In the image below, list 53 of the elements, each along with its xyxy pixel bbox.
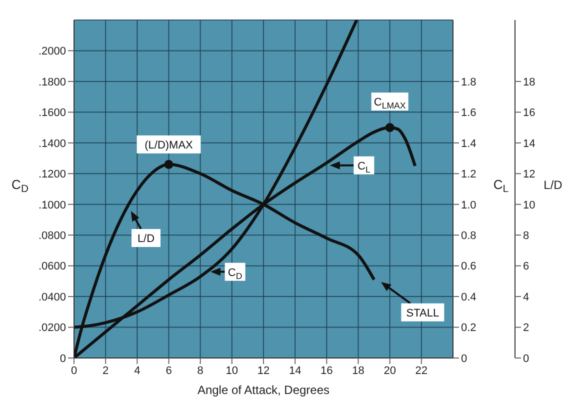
y2-tick-label: 1.8 [461,76,476,88]
y-tick-label: .0400 [38,291,66,304]
x-tick-label: 20 [384,364,396,377]
y-tick-label: .1400 [38,138,66,150]
x-tick-label: 12 [257,364,270,377]
annotation: STALL [406,307,440,320]
x-tick-label: 18 [352,364,364,377]
x-tick-label: 2 [102,364,109,377]
y3-tick-label: 16 [523,107,536,120]
y3-tick-label: 0 [523,352,530,365]
annotation: C$_{LMAX}$ [374,96,406,110]
y2-tick-label: 1.0 [461,199,476,212]
y-tick-label: .2000 [38,46,66,58]
x-tick-label: 0 [70,364,78,377]
x-tick-label: 14 [288,364,302,377]
y3-tick-label: 2 [523,322,530,334]
y2-tick-label: 0.4 [461,291,476,304]
x-tick-label: 16 [320,364,333,377]
y3-tick-label: 12 [523,168,536,181]
y-tick-label: .1600 [38,107,66,120]
y2-tick-label: 1.2 [461,168,476,181]
x-axis-title: Angle of Attack, Degrees [197,383,330,397]
x-tick-label: 22 [415,364,428,377]
x-tick-label: 6 [166,364,172,377]
annotation: C$_{L}$ [358,160,370,174]
y2-tick-label: 0.2 [461,322,476,334]
annotation: C$_{D}$ [228,266,242,280]
y-tick-label: .1200 [38,168,66,181]
y-tick-label: .1800 [38,76,66,88]
y2-tick-label: 1.6 [461,107,476,120]
y-tick-label: .0600 [38,260,66,273]
y2-tick-label: 1.4 [461,138,476,150]
y-tick-label: .1000 [38,199,66,212]
y3-axis-title: L/D [544,178,563,192]
y2-axis-title: C$_{L}$ [493,177,509,195]
y-tick-label: 0 [60,352,66,365]
y3-tick-label: 4 [523,291,530,304]
x-tick-label: 10 [226,364,238,377]
y2-tick-label: 0.8 [461,230,476,242]
y3-tick-label: 10 [523,199,536,212]
y2-tick-label: 0 [461,352,468,365]
y-tick-label: .0800 [38,230,66,242]
x-tick-label: 8 [197,364,204,377]
y-tick-label: .0200 [38,322,66,334]
y-axis-title: C$_{D}$ [12,177,28,195]
annotation: (L/D)MAX [144,139,194,152]
y3-tick-label: 14 [523,138,536,150]
y3-tick-label: 6 [523,260,530,273]
x-tick-label: 4 [134,364,140,377]
y3-tick-label: 8 [523,230,530,242]
annotation: L/D [137,233,155,246]
y3-tick-label: 18 [523,76,536,88]
y2-tick-label: 0.6 [461,260,476,273]
